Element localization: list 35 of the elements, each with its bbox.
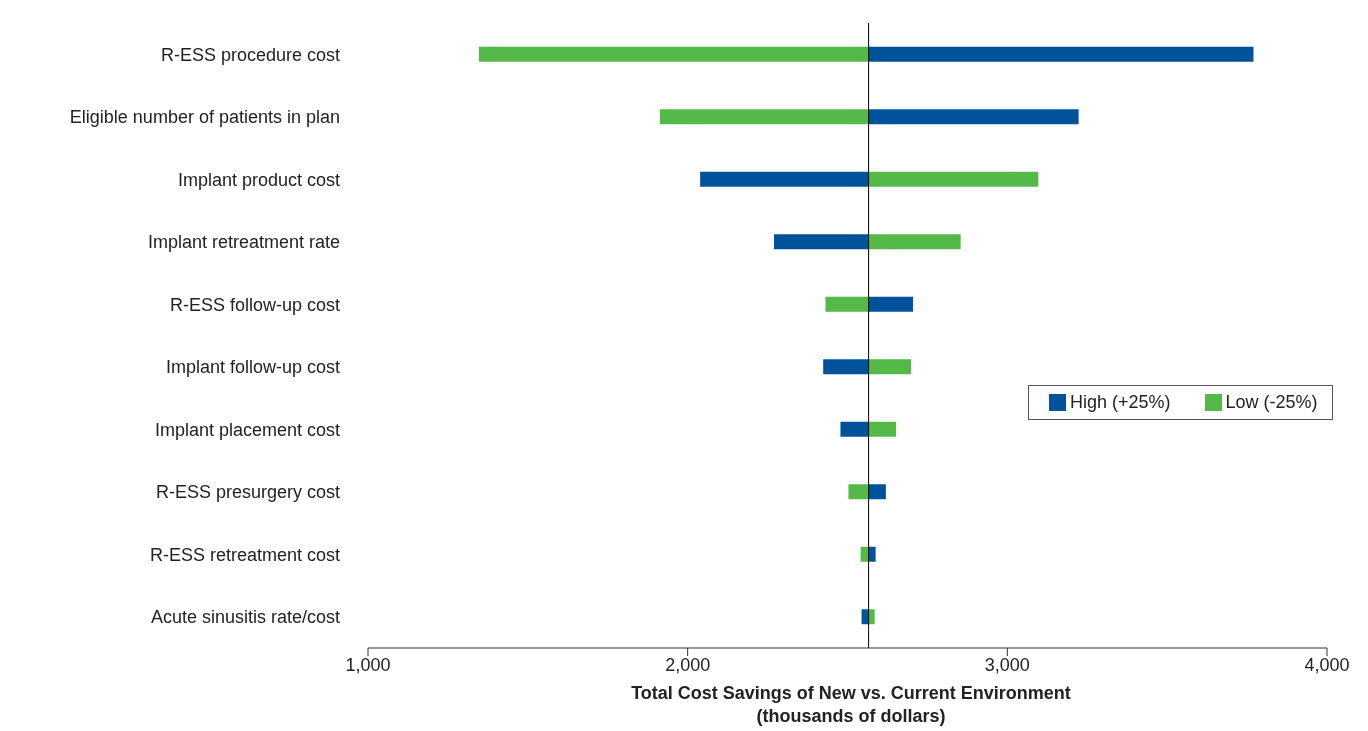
x-tick-label: 4,000 xyxy=(1304,654,1350,675)
bar xyxy=(825,296,869,312)
bar xyxy=(868,484,886,500)
bar xyxy=(868,609,875,625)
y-tick-label: Implant placement cost xyxy=(154,419,340,440)
bar xyxy=(868,109,1079,125)
bar xyxy=(848,484,869,500)
y-tick-label: Implant follow-up cost xyxy=(165,357,340,378)
bar xyxy=(823,359,869,375)
y-tick-label: Acute sinusitis rate/cost xyxy=(150,607,340,628)
y-tick-label: Implant product cost xyxy=(177,169,340,190)
y-tick-label: R-ESS follow-up cost xyxy=(169,294,340,315)
bar xyxy=(868,421,897,437)
bar xyxy=(840,421,869,437)
bar xyxy=(868,171,1039,187)
y-tick-label: R-ESS presurgery cost xyxy=(155,482,340,503)
x-tick-label: 2,000 xyxy=(665,654,711,675)
bar xyxy=(773,234,869,250)
bar xyxy=(868,546,876,562)
bar xyxy=(700,171,869,187)
bar xyxy=(868,46,1254,62)
y-tick-label: R-ESS retreatment cost xyxy=(149,544,340,565)
x-tick-label: 3,000 xyxy=(984,654,1030,675)
y-tick-label: Eligible number of patients in plan xyxy=(69,107,340,128)
legend-label: Low (-25%) xyxy=(1224,392,1318,413)
bar xyxy=(868,296,914,312)
bar xyxy=(478,46,869,62)
legend-label: High (+25%) xyxy=(1069,392,1171,413)
y-tick-label: R-ESS procedure cost xyxy=(160,44,340,65)
y-tick-label: Implant retreatment rate xyxy=(147,232,340,253)
x-axis-title: Total Cost Savings of New vs. Current Environment (thousands of dollars) xyxy=(630,682,1072,728)
bar xyxy=(868,234,961,250)
bar xyxy=(659,109,869,125)
bar xyxy=(868,359,912,375)
x-tick-label: 1,000 xyxy=(345,654,391,675)
